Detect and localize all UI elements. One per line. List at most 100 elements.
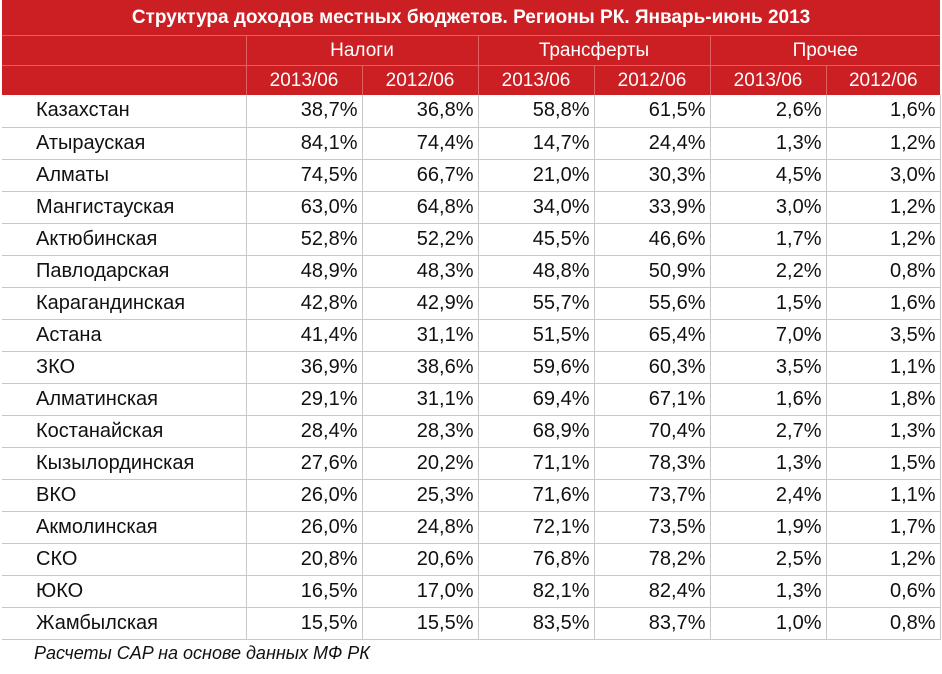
value-cell: 31,1%	[362, 319, 479, 352]
value-cell: 3,5%	[826, 319, 941, 352]
table-row: Мангистауская 63,0% 64,8% 34,0% 33,9% 3,0% 1,2…	[2, 191, 941, 224]
value-cell: 82,4%	[594, 575, 711, 608]
region-name-cell: Карагандинская	[2, 287, 247, 320]
value-cell: 52,8%	[246, 223, 363, 256]
table-row: Акмолинская 26,0% 24,8% 72,1% 73,5% 1,9% 1,7%	[2, 511, 941, 544]
table-row: ВКО 26,0% 25,3% 71,6% 73,7% 2,4% 1,1%	[2, 479, 941, 512]
value-cell: 1,2%	[826, 543, 941, 576]
value-cell: 58,8%	[478, 95, 595, 128]
value-cell: 84,1%	[246, 127, 363, 160]
table-row: Казахстан 38,7% 36,8% 58,8% 61,5% 2,6% 1,6%	[2, 95, 941, 128]
value-cell: 1,5%	[826, 447, 941, 480]
value-cell: 15,5%	[362, 607, 479, 640]
region-name-cell: Атырауская	[2, 127, 247, 160]
value-cell: 69,4%	[478, 383, 595, 416]
value-cell: 1,2%	[826, 223, 941, 256]
value-cell: 72,1%	[478, 511, 595, 544]
value-cell: 63,0%	[246, 191, 363, 224]
value-cell: 3,0%	[826, 159, 941, 192]
value-cell: 34,0%	[478, 191, 595, 224]
value-cell: 83,7%	[594, 607, 711, 640]
value-cell: 30,3%	[594, 159, 711, 192]
value-cell: 29,1%	[246, 383, 363, 416]
region-name-cell: Акмолинская	[2, 511, 247, 544]
group-header-transfers: Трансферты	[477, 35, 710, 66]
value-cell: 1,8%	[826, 383, 941, 416]
value-cell: 14,7%	[478, 127, 595, 160]
value-cell: 78,3%	[594, 447, 711, 480]
value-cell: 71,6%	[478, 479, 595, 512]
value-cell: 64,8%	[362, 191, 479, 224]
value-cell: 78,2%	[594, 543, 711, 576]
value-cell: 38,7%	[246, 95, 363, 128]
value-cell: 1,3%	[826, 415, 941, 448]
value-cell: 42,9%	[362, 287, 479, 320]
value-cell: 17,0%	[362, 575, 479, 608]
value-cell: 46,6%	[594, 223, 711, 256]
region-name-cell: Жамбылская	[2, 607, 247, 640]
table-row: Актюбинская 52,8% 52,2% 45,5% 46,6% 1,7% 1,2%	[2, 223, 941, 256]
value-cell: 51,5%	[478, 319, 595, 352]
value-cell: 27,6%	[246, 447, 363, 480]
value-cell: 26,0%	[246, 479, 363, 512]
value-cell: 1,3%	[710, 447, 827, 480]
value-cell: 48,9%	[246, 255, 363, 288]
value-cell: 1,3%	[710, 575, 827, 608]
value-cell: 20,6%	[362, 543, 479, 576]
value-cell: 1,5%	[710, 287, 827, 320]
table-row: ЮКО 16,5% 17,0% 82,1% 82,4% 1,3% 0,6%	[2, 575, 941, 608]
value-cell: 1,1%	[826, 351, 941, 384]
value-cell: 48,8%	[478, 255, 595, 288]
source-note: Расчеты CAP на основе данных МФ РК	[34, 643, 370, 663]
value-cell: 45,5%	[478, 223, 595, 256]
table-title: Структура доходов местных бюджетов. Реги…	[2, 0, 941, 36]
value-cell: 1,2%	[826, 191, 941, 224]
value-cell: 73,5%	[594, 511, 711, 544]
value-cell: 36,8%	[362, 95, 479, 128]
value-cell: 31,1%	[362, 383, 479, 416]
region-name-cell: ЮКО	[2, 575, 247, 608]
value-cell: 1,7%	[826, 511, 941, 544]
value-cell: 73,7%	[594, 479, 711, 512]
region-name-cell: Алматинская	[2, 383, 247, 416]
value-cell: 7,0%	[710, 319, 827, 352]
column-header: 2012/06	[361, 65, 478, 95]
region-name-cell: СКО	[2, 543, 247, 576]
value-cell: 20,2%	[362, 447, 479, 480]
value-cell: 4,5%	[710, 159, 827, 192]
region-name-cell: ВКО	[2, 479, 247, 512]
region-name-cell: Казахстан	[2, 95, 247, 128]
region-name-cell: Костанайская	[2, 415, 247, 448]
column-header: 2013/06	[477, 65, 594, 95]
table-row: СКО 20,8% 20,6% 76,8% 78,2% 2,5% 1,2%	[2, 543, 941, 576]
value-cell: 1,1%	[826, 479, 941, 512]
table-row: Костанайская 28,4% 28,3% 68,9% 70,4% 2,7% 1,3%	[2, 415, 941, 448]
table-row: Павлодарская 48,9% 48,3% 48,8% 50,9% 2,2% 0,8%	[2, 255, 941, 288]
region-header-blank	[2, 35, 246, 66]
value-cell: 42,8%	[246, 287, 363, 320]
table-row: Астана 41,4% 31,1% 51,5% 65,4% 7,0% 3,5%	[2, 319, 941, 352]
value-cell: 74,5%	[246, 159, 363, 192]
value-cell: 71,1%	[478, 447, 595, 480]
value-cell: 1,0%	[710, 607, 827, 640]
region-name-cell: Кызылординская	[2, 447, 247, 480]
region-name-cell: ЗКО	[2, 351, 247, 384]
value-cell: 1,6%	[826, 95, 941, 128]
value-cell: 66,7%	[362, 159, 479, 192]
column-header: 2013/06	[245, 65, 362, 95]
value-cell: 28,4%	[246, 415, 363, 448]
value-cell: 1,6%	[826, 287, 941, 320]
value-cell: 15,5%	[246, 607, 363, 640]
value-cell: 74,4%	[362, 127, 479, 160]
region-name-cell: Астана	[2, 319, 247, 352]
region-year-blank	[2, 65, 246, 95]
value-cell: 25,3%	[362, 479, 479, 512]
value-cell: 21,0%	[478, 159, 595, 192]
value-cell: 55,6%	[594, 287, 711, 320]
value-cell: 33,9%	[594, 191, 711, 224]
value-cell: 2,6%	[710, 95, 827, 128]
value-cell: 38,6%	[362, 351, 479, 384]
value-cell: 1,2%	[826, 127, 941, 160]
